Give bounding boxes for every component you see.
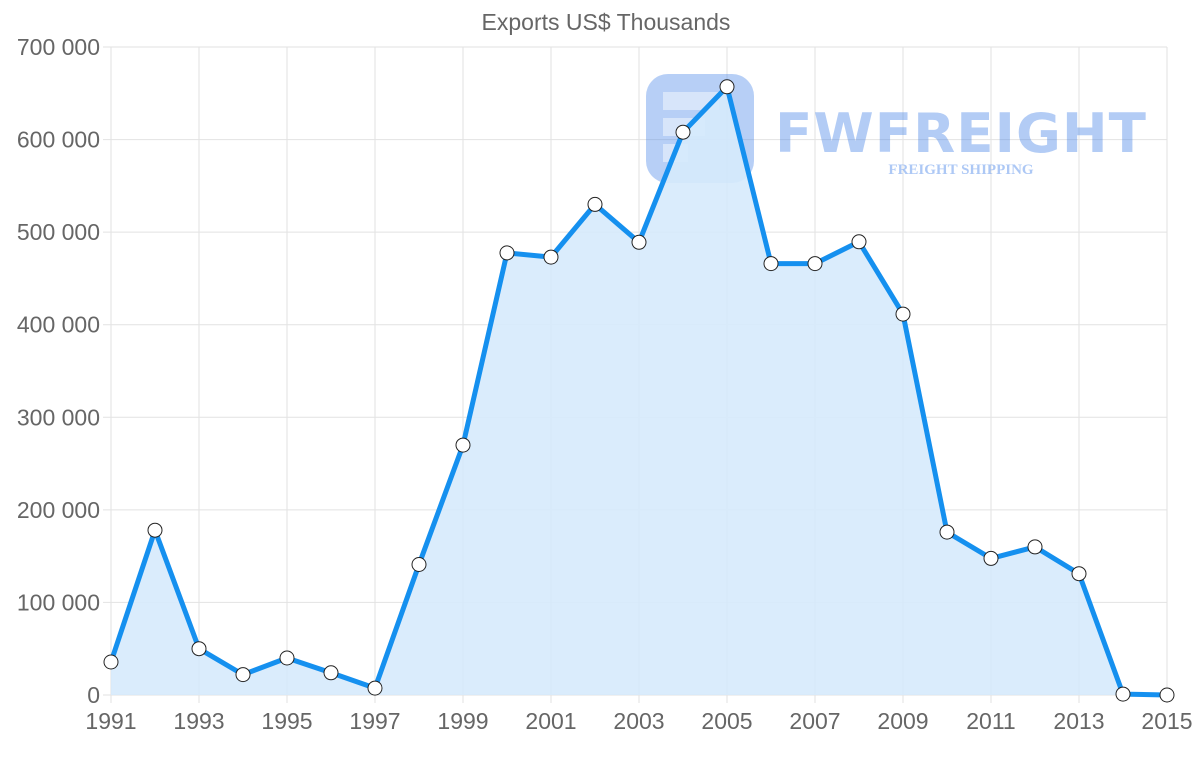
y-tick-label: 300 000	[17, 404, 100, 430]
data-point-2008[interactable]	[851, 234, 867, 250]
x-tick-label: 2007	[789, 708, 840, 734]
x-tick-label: 1997	[349, 708, 400, 734]
x-tick-label: 1993	[173, 708, 224, 734]
data-point-2001[interactable]	[543, 249, 559, 265]
data-point-2013[interactable]	[1071, 566, 1087, 582]
x-tick-label: 2003	[613, 708, 664, 734]
x-tick-label: 2011	[966, 708, 1015, 734]
data-point-1999[interactable]	[455, 437, 471, 453]
y-tick-label: 600 000	[17, 127, 100, 153]
data-point-1994[interactable]	[235, 667, 251, 683]
x-tick-label: 1991	[85, 708, 136, 734]
data-point-2002[interactable]	[587, 196, 603, 212]
series-area-fill	[111, 86, 1167, 696]
data-point-2015[interactable]	[1159, 687, 1175, 703]
data-point-1992[interactable]	[147, 522, 163, 538]
x-tick-label: 2005	[701, 708, 752, 734]
data-point-2004[interactable]	[675, 124, 691, 140]
x-tick-label: 2013	[1053, 708, 1104, 734]
x-axis: 1991 1993 1995 1997 1999 2001 2003 2005 2007 2009…	[85, 708, 1192, 734]
y-tick-label: 0	[87, 682, 100, 708]
data-point-2005[interactable]	[719, 79, 735, 95]
y-axis: 0 100 000 200 000 300 000 400 000 500 000 600 …	[17, 34, 100, 708]
watermark-tagline: FREIGHT SHIPPING	[888, 162, 1033, 178]
y-tick-label: 200 000	[17, 497, 100, 523]
data-point-2010[interactable]	[939, 524, 955, 540]
data-point-1996[interactable]	[323, 665, 339, 681]
data-point-2011[interactable]	[983, 550, 999, 566]
data-point-1998[interactable]	[411, 557, 427, 572]
data-point-2012[interactable]	[1027, 539, 1043, 555]
data-point-2007[interactable]	[807, 256, 823, 272]
x-tick-label: 2001	[525, 708, 576, 734]
data-point-1995[interactable]	[279, 650, 295, 666]
chart-title: Exports US$ Thousands	[482, 9, 731, 35]
data-point-1993[interactable]	[191, 641, 207, 657]
data-point-2014[interactable]	[1115, 686, 1131, 702]
x-tick-label: 1999	[437, 708, 488, 734]
watermark-brand: FWFREIGHT	[775, 102, 1147, 165]
x-tick-label: 1995	[261, 708, 312, 734]
x-tick-label: 2015	[1141, 708, 1192, 734]
y-tick-label: 700 000	[17, 34, 100, 60]
data-point-2000[interactable]	[499, 245, 515, 261]
y-tick-label: 100 000	[17, 589, 100, 615]
data-point-1991[interactable]	[103, 654, 119, 670]
data-point-2003[interactable]	[631, 234, 647, 250]
data-point-2009[interactable]	[895, 306, 911, 322]
data-point-2006[interactable]	[763, 256, 779, 272]
y-tick-label: 400 000	[17, 312, 100, 338]
x-tick-label: 2009	[877, 708, 928, 734]
data-points	[103, 79, 1175, 703]
y-tick-label: 500 000	[17, 219, 100, 245]
data-point-1997[interactable]	[367, 680, 383, 696]
